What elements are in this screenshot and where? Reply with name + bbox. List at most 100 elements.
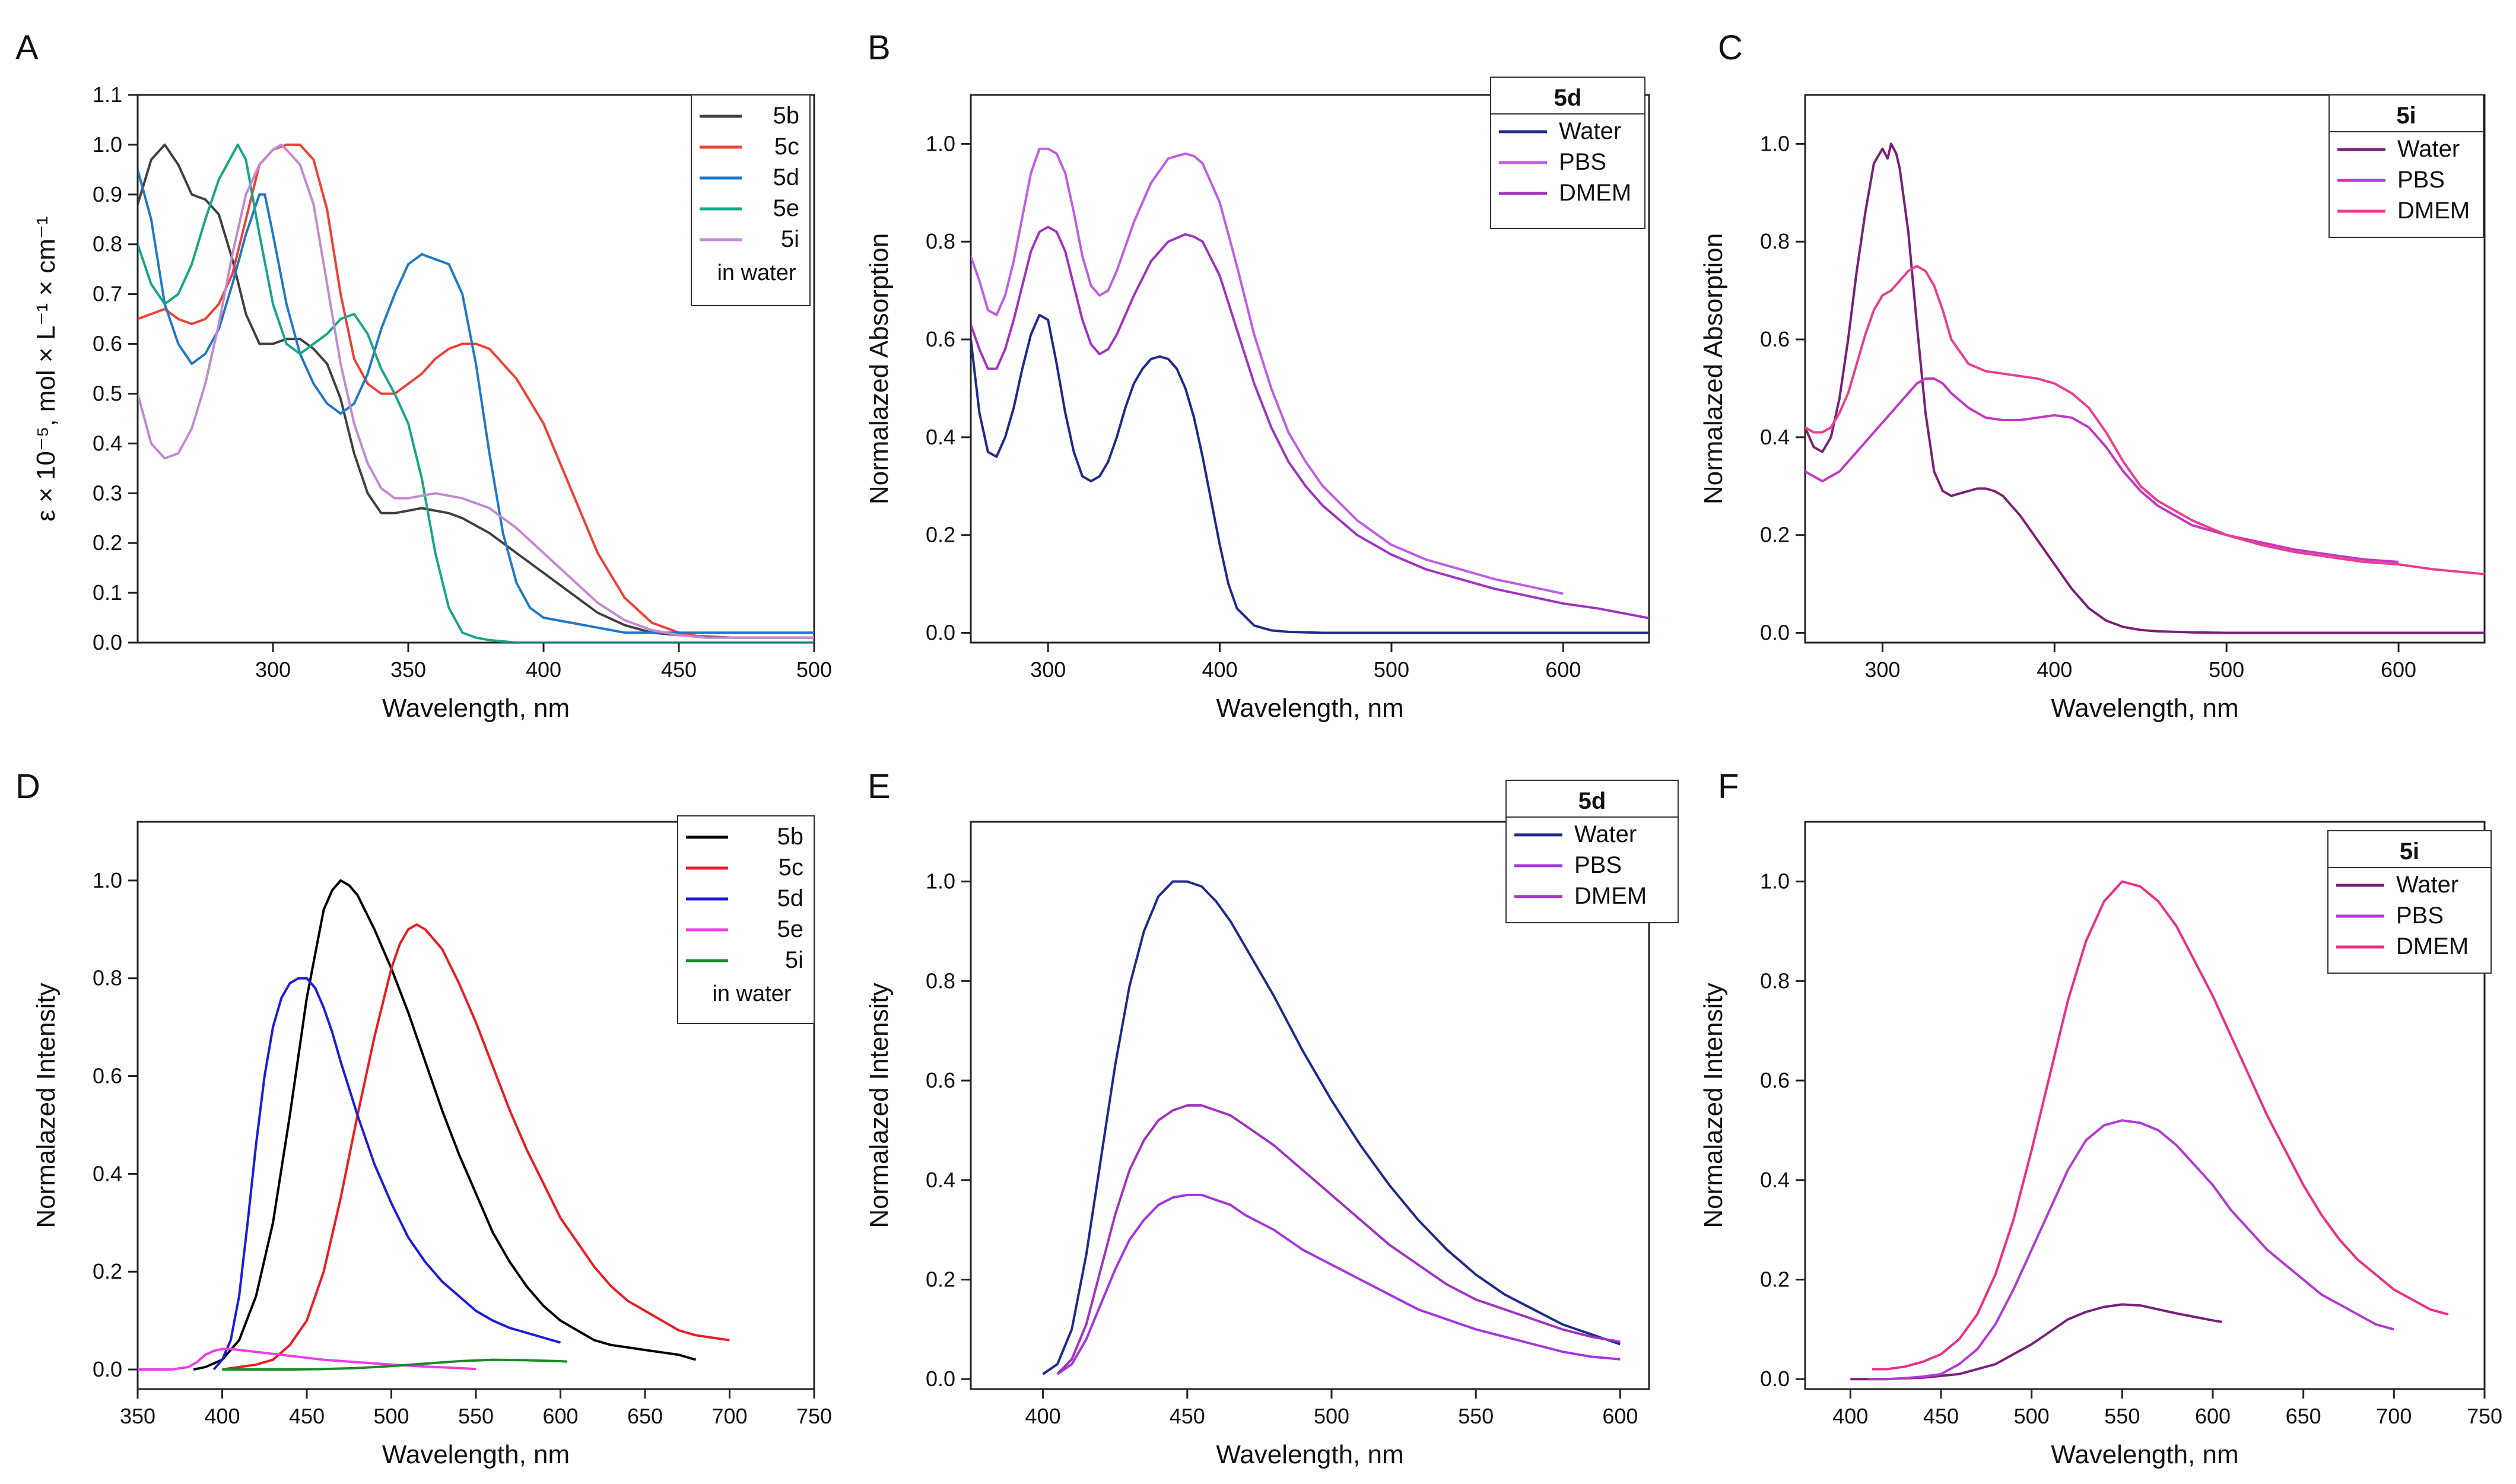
panel-c: C 300 400 500 600 0.0 0.2 0.4 0.6 0.8 1.0 Wavelengt…	[1699, 28, 2486, 723]
y-tick-label: 0.3	[93, 481, 122, 505]
panel-letter: F	[1718, 767, 1739, 806]
x-axis-title: Wavelength, nm	[1216, 694, 1403, 723]
y-tick-label: 1.0	[1760, 131, 1790, 155]
y-tick-label: 0.2	[1760, 1267, 1790, 1292]
x-tick-label: 400	[1202, 657, 1238, 682]
y-axis-title: Normalazed Intensity	[31, 983, 61, 1228]
legend-label: 5d	[773, 164, 800, 190]
legend-label: Water	[1559, 118, 1621, 144]
legend-label: PBS	[1559, 149, 1606, 175]
legend-label: Water	[2397, 136, 2460, 162]
x-tick-label: 450	[289, 1404, 325, 1428]
legend: 5d Water PBS DMEM	[1490, 77, 1645, 229]
legend-label: 5i	[785, 947, 803, 973]
legend-label: Water	[2396, 872, 2458, 898]
legend-title: 5i	[2396, 103, 2416, 129]
series-line-5d	[138, 169, 814, 634]
y-axis-title: ε × 10⁻⁵, mol × L⁻¹ × cm⁻¹	[31, 216, 61, 522]
legend: 5d Water PBS DMEM	[1505, 780, 1679, 923]
y-tick-label: 0.4	[926, 425, 955, 449]
x-tick-label: 400	[204, 1404, 240, 1428]
legend-label: 5b	[777, 824, 804, 850]
series-line-pbs	[1868, 1119, 2394, 1381]
legend-box	[677, 815, 815, 1024]
x-tick-label: 300	[1030, 657, 1066, 682]
legend-box	[2328, 94, 2484, 238]
x-tick-label: 600	[542, 1404, 578, 1428]
legend-label: DMEM	[2396, 933, 2469, 959]
x-tick-label: 700	[2376, 1404, 2412, 1428]
y-tick-label: 1.1	[93, 82, 122, 107]
legend-label: 5c	[774, 134, 799, 160]
y-tick-label: 0.6	[926, 327, 955, 351]
y-tick-label: 0.0	[1760, 621, 1790, 645]
legend-note: in water	[717, 260, 796, 285]
x-tick-label: 750	[2467, 1404, 2502, 1428]
x-tick-label: 400	[1025, 1404, 1061, 1428]
series-line-5e	[138, 143, 814, 643]
y-tick-label: 0.4	[93, 1161, 122, 1186]
x-tick-label: 350	[120, 1404, 155, 1428]
legend-label: 5b	[773, 103, 800, 129]
y-axis-title: Normalazed Absorption	[865, 233, 894, 504]
legend-title: 5d	[1578, 788, 1606, 814]
y-tick-label: 0.8	[926, 229, 955, 253]
series-line-water	[1805, 142, 2485, 634]
x-tick-label: 600	[2381, 657, 2416, 682]
y-tick-label: 1.0	[1760, 869, 1790, 894]
x-tick-label: 450	[661, 657, 697, 682]
legend-box	[1505, 780, 1679, 923]
y-tick-label: 0.6	[1760, 1068, 1790, 1092]
y-tick-label: 0.9	[93, 182, 122, 206]
y-tick-label: 0.0	[926, 1367, 955, 1391]
series-line-5c	[222, 923, 730, 1371]
y-tick-label: 0.6	[926, 1068, 955, 1092]
series-line-5i	[138, 143, 814, 639]
x-tick-label: 500	[1314, 1404, 1349, 1428]
legend-label: PBS	[1574, 852, 1622, 878]
legend-title: 5d	[1554, 85, 1582, 111]
x-tick-label: 500	[373, 1404, 409, 1428]
y-axis-title: Normalazed Intensity	[1699, 983, 1728, 1228]
y-tick-label: 0.4	[93, 431, 122, 455]
x-tick-label: 650	[627, 1404, 663, 1428]
x-tick-label: 550	[2104, 1404, 2140, 1428]
plot-frame	[1804, 821, 2486, 1390]
plot-frame	[970, 94, 1650, 644]
series-line-pbs	[971, 147, 1564, 595]
panel-f: F 400 450 500 550 600 650 700 750 0.0 0.2 0.4 0.6 0.8…	[1699, 767, 2502, 1469]
legend-box	[1490, 77, 1645, 229]
series-line-5b	[138, 143, 814, 639]
y-tick-label: 0.5	[93, 381, 122, 405]
y-tick-label: 0.8	[1760, 229, 1790, 253]
y-tick-label: 0.8	[1760, 968, 1790, 993]
series-line-5b	[193, 879, 697, 1371]
y-tick-label: 0.7	[93, 282, 122, 306]
y-tick-label: 0.6	[93, 332, 122, 356]
panel-e: E 400 450 500 550 600 0.0 0.2 0.4 0.6 0.8 1.0 Wavele…	[865, 767, 1679, 1469]
series-line-water	[1042, 880, 1621, 1375]
legend: 5i Water PBS DMEM	[2328, 94, 2484, 238]
y-tick-label: 0.8	[93, 966, 122, 990]
series-line-5d	[212, 977, 561, 1371]
x-axis-title: Wavelength, nm	[2051, 694, 2238, 723]
y-tick-label: 0.2	[1760, 523, 1790, 547]
y-tick-label: 1.0	[93, 868, 122, 892]
x-tick-label: 500	[796, 657, 832, 682]
legend-label: 5e	[777, 916, 804, 942]
panel-d: D 350 400 450 500 550 600 650 700 750 0.0 0.2 0.4 0.6…	[15, 767, 832, 1469]
x-tick-label: 300	[1864, 657, 1900, 682]
y-tick-label: 1.0	[926, 131, 955, 155]
x-tick-label: 600	[1545, 657, 1581, 682]
x-tick-label: 700	[711, 1404, 747, 1428]
x-tick-label: 400	[526, 657, 561, 682]
legend-label: DMEM	[2397, 198, 2470, 224]
y-tick-label: 0.8	[93, 232, 122, 256]
x-axis-title: Wavelength, nm	[2051, 1440, 2238, 1469]
y-tick-label: 0.0	[93, 1357, 122, 1381]
legend-label: 5c	[779, 854, 803, 881]
panel-a: A 300 350 400 450 500 0.0 0.1 0.2 0.3 0.4 0.5 0.6 0.7…	[15, 28, 832, 723]
y-tick-label: 0.2	[93, 1259, 122, 1283]
legend-label: Water	[1574, 821, 1637, 847]
